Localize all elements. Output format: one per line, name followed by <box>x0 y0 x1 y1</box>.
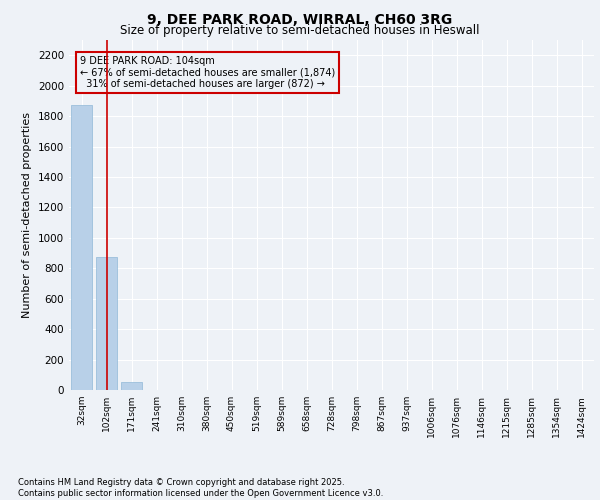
Bar <box>96 258 117 390</box>
Y-axis label: Number of semi-detached properties: Number of semi-detached properties <box>22 112 32 318</box>
Text: Contains HM Land Registry data © Crown copyright and database right 2025.
Contai: Contains HM Land Registry data © Crown c… <box>18 478 383 498</box>
Text: 9 DEE PARK ROAD: 104sqm
← 67% of semi-detached houses are smaller (1,874)
  31% : 9 DEE PARK ROAD: 104sqm ← 67% of semi-de… <box>79 56 335 89</box>
Bar <box>121 382 142 390</box>
Text: Size of property relative to semi-detached houses in Heswall: Size of property relative to semi-detach… <box>120 24 480 37</box>
Bar <box>71 105 92 390</box>
Text: 9, DEE PARK ROAD, WIRRAL, CH60 3RG: 9, DEE PARK ROAD, WIRRAL, CH60 3RG <box>148 12 452 26</box>
